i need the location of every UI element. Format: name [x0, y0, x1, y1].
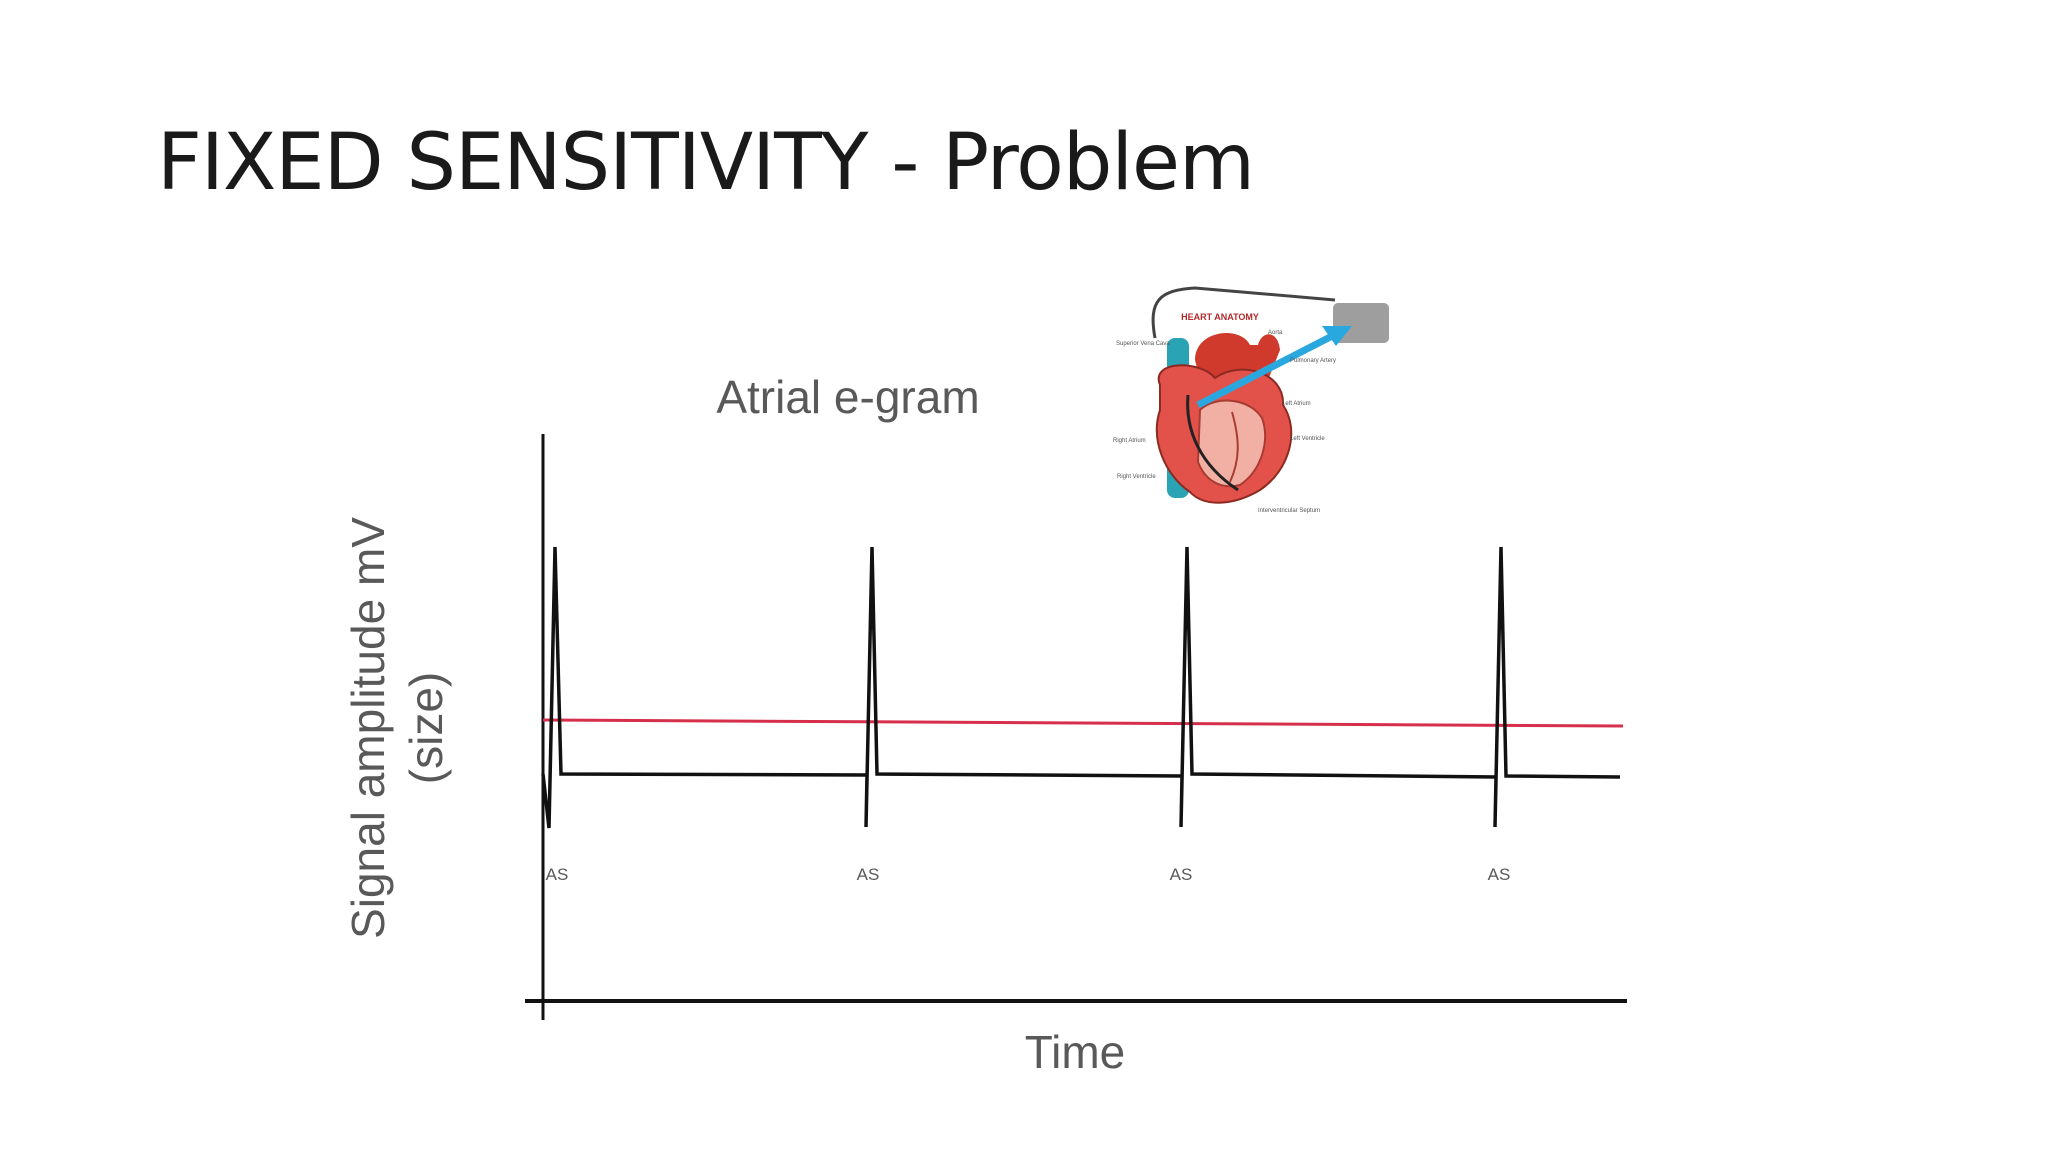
- heart-anatomy-heading: HEART ANATOMY: [1181, 312, 1259, 322]
- lead-arrow: [1196, 329, 1340, 409]
- heart-label: Aorta: [1268, 330, 1283, 336]
- heart-ventricles: [1196, 399, 1266, 488]
- arrow-head-icon: [1322, 326, 1352, 346]
- heart-pacemaker-illustration: HEART ANATOMY Aorta Superior Vena Cava P…: [1113, 286, 1389, 514]
- x-axis-label: Time: [1025, 1026, 1126, 1078]
- diagram-title: Atrial e-gram: [716, 371, 979, 423]
- slide-title: FIXED SENSITIVITY - Problem: [157, 118, 1255, 208]
- heart-label: Right Atrium: [1113, 438, 1146, 444]
- heart-label: Superior Vena Cava: [1116, 341, 1170, 347]
- event-marker-as: AS: [857, 865, 880, 884]
- pacing-lead-in-heart: [1186, 394, 1239, 492]
- heart-label: Pulmonary Artery: [1290, 358, 1336, 364]
- heart-label: Left Ventricle: [1290, 436, 1325, 442]
- atrial-signal-trace: [541, 546, 1621, 829]
- heart-label: Left Atrium: [1282, 401, 1311, 407]
- y-axis-label-line1: Signal amplitude mV: [342, 517, 394, 939]
- pacemaker-device: [1333, 303, 1389, 343]
- sensitivity-threshold-line: [542, 718, 1624, 728]
- event-marker-as: AS: [546, 865, 569, 884]
- aorta: [1195, 333, 1280, 380]
- interventricular-septum: [1229, 411, 1239, 483]
- y-axis-label-line2: (size): [400, 672, 452, 784]
- y-axis-label: Signal amplitude mV (size): [342, 517, 452, 939]
- event-marker-as: AS: [1488, 865, 1511, 884]
- heart-label: Right Ventricle: [1117, 474, 1156, 480]
- event-marker-as: AS: [1170, 865, 1193, 884]
- pacing-lead-wire: [1151, 286, 1336, 339]
- heart-label: Interventricular Septum: [1258, 508, 1320, 514]
